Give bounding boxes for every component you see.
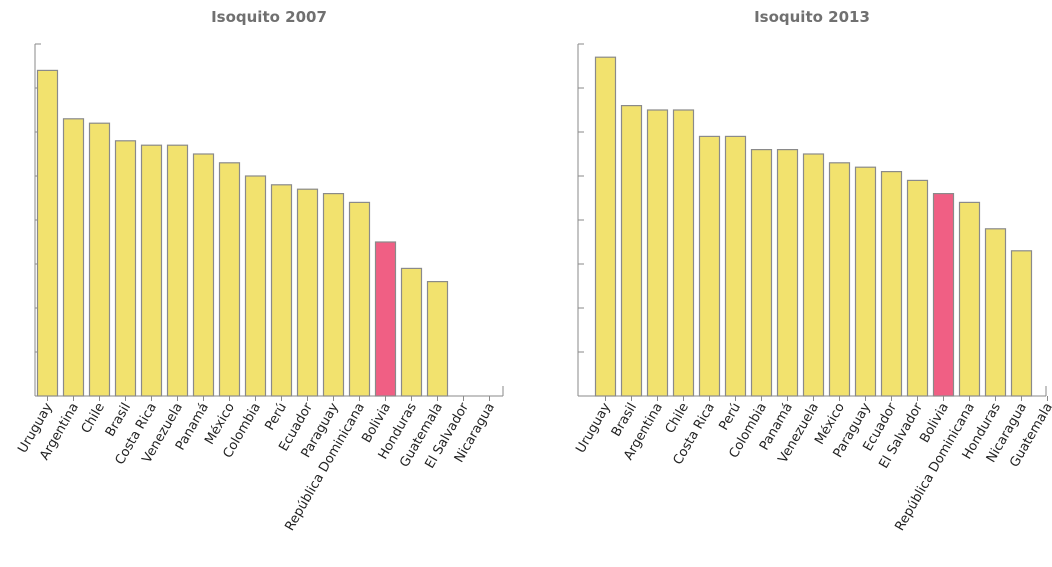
bar-rep-blica-dominicana [348, 201, 371, 397]
bar-argentina [646, 109, 669, 397]
bar-colombia [244, 175, 267, 397]
bar-brasil [620, 104, 643, 397]
bar-honduras [400, 267, 423, 397]
x-tick-label: Perú [716, 401, 743, 434]
bar-chile [88, 122, 111, 397]
bar-panam- [192, 153, 215, 397]
chart-title: Isoquito 2007 [211, 8, 327, 26]
bar-el-salvador [906, 179, 929, 397]
chart-title: Isoquito 2013 [754, 8, 870, 26]
bar-paraguay [322, 193, 345, 397]
chart-isoquito-2013: Isoquito 2013UruguayBrasilArgentinaChile… [573, 8, 1052, 534]
bar-nicaragua [1010, 250, 1033, 397]
bar-per- [724, 135, 747, 397]
x-tick-label: Perú [262, 401, 289, 434]
bar-venezuela [166, 144, 189, 397]
bar-uruguay [594, 56, 617, 397]
bar-per- [270, 184, 293, 397]
bar-costa-rica [140, 144, 163, 397]
bar-uruguay [36, 69, 59, 397]
bar-m-xico [218, 162, 241, 397]
bar-argentina [62, 118, 85, 397]
bar-m-xico [828, 162, 851, 397]
bar-panam- [776, 149, 799, 397]
chart-isoquito-2007: Isoquito 2007UruguayArgentinaChileBrasil… [15, 8, 504, 534]
bar-ecuador [296, 188, 319, 397]
bar-venezuela [802, 153, 825, 397]
bar-bolivia [374, 241, 397, 397]
bar-paraguay [854, 166, 877, 397]
bar-costa-rica [698, 135, 721, 397]
bar-chile [672, 109, 695, 397]
x-tick-label: Uruguay [573, 400, 614, 456]
bar-brasil [114, 140, 137, 397]
bar-ecuador [880, 171, 903, 397]
bar-guatemala [426, 281, 449, 397]
bar-colombia [750, 149, 773, 397]
bar-rep-blica-dominicana [958, 201, 981, 397]
bar-honduras [984, 228, 1007, 397]
bar-bolivia [932, 193, 955, 397]
